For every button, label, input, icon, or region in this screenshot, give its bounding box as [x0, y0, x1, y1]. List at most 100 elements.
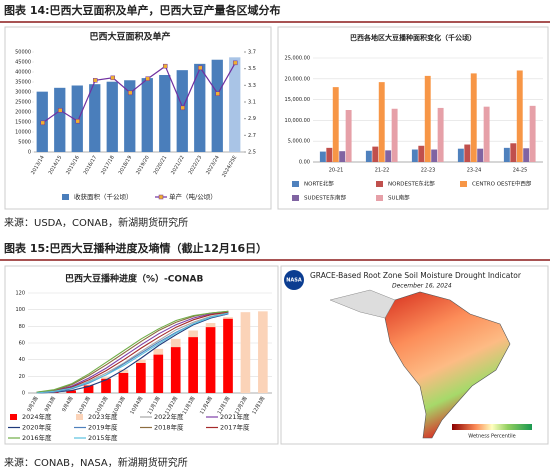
marker: [110, 75, 115, 81]
bar: [457, 148, 464, 162]
legend-label: 2015年度: [88, 433, 118, 442]
legend-label: NORDESTE东北部: [388, 180, 435, 188]
line: [36, 311, 229, 393]
nasa-logo: [284, 270, 304, 290]
bar: [176, 70, 188, 152]
bar: [510, 143, 517, 162]
legend-swatch: [292, 195, 299, 201]
bar: [170, 347, 181, 393]
map-title: GRACE-Based Root Zone Soil Moisture Drou…: [310, 271, 522, 280]
bar: [345, 110, 352, 162]
legend-swatch: [376, 181, 383, 187]
legend-label: 收获面积（千公顷）: [74, 192, 133, 201]
y-tick-label: 15,000.00: [285, 97, 310, 103]
x-tick-label: 24-25: [513, 168, 528, 174]
bar: [188, 337, 198, 393]
marker: [128, 90, 133, 96]
line: [36, 312, 229, 394]
y2-tick-label: 2.5: [248, 150, 256, 156]
figure-caption: 图表 15:巴西大豆播种进度及墒情（截止12月16日）: [4, 241, 267, 255]
bar: [141, 78, 153, 152]
bar: [523, 148, 530, 162]
marker: [58, 108, 63, 113]
bar: [411, 149, 418, 162]
y2-tick-label: 3.7: [248, 50, 256, 56]
bar: [372, 146, 379, 162]
bar: [391, 108, 398, 162]
legend-label: 2019年度: [88, 423, 118, 432]
marker: [198, 65, 203, 71]
chart-title: 巴西各地区大豆播种面积变化（千公顷）: [350, 33, 476, 42]
marker: [145, 76, 150, 81]
marker: [163, 63, 168, 69]
legend-marker: [158, 194, 164, 200]
bar: [470, 73, 477, 162]
y-tick-label: 25,000.00: [285, 56, 310, 62]
legend-label: Wetness Percentile: [468, 434, 515, 440]
y-tick-label: 20: [19, 374, 25, 380]
bar: [385, 150, 392, 162]
bar: [118, 373, 129, 393]
y-tick-label: 35000: [15, 80, 31, 86]
legend-swatch: [76, 414, 83, 420]
source: 来源：CONAB，NASA，新湖期货研究所: [4, 456, 188, 469]
bar: [503, 147, 510, 162]
bar: [229, 57, 241, 152]
bar: [378, 82, 385, 162]
x-tick-label: 22-23: [421, 168, 436, 174]
bar: [418, 145, 425, 162]
y-tick-label: 60: [19, 341, 25, 347]
legend-swatch: [460, 181, 467, 187]
marker: [75, 118, 80, 124]
y-tick-label: 0.00: [299, 160, 310, 166]
bar: [194, 63, 206, 152]
line: [36, 310, 229, 393]
x-tick-label: 23-24: [467, 168, 482, 174]
y-tick-label: 120: [15, 291, 25, 297]
marker: [233, 60, 238, 66]
line: [42, 62, 236, 124]
bar: [326, 147, 333, 162]
chart-title: 巴西大豆播种进度（%）-CONAB: [65, 273, 204, 285]
chart-frame: [277, 26, 549, 210]
bar: [223, 318, 233, 393]
legend-swatch: [10, 414, 17, 420]
bar: [124, 80, 136, 152]
bar: [424, 75, 431, 162]
y-tick-label: 10,000.00: [285, 118, 310, 124]
y-tick-label: 20,000.00: [285, 76, 310, 82]
bar: [54, 87, 66, 152]
y2-tick-label: 3.1: [248, 100, 256, 106]
legend-label: SUL南部: [388, 194, 410, 202]
bar: [66, 390, 76, 393]
y-tick-label: 40: [19, 357, 25, 363]
legend-label: CENTRO OESTE中西部: [472, 180, 532, 188]
legend-label: 2024年度: [22, 412, 52, 421]
bar: [332, 87, 339, 162]
bar: [431, 149, 438, 162]
legend-label: 单产（吨/公顷）: [169, 192, 217, 201]
bar: [71, 85, 83, 152]
logo-text: NASA: [286, 278, 302, 284]
south-america-map: [384, 291, 511, 439]
y-tick-label: 0: [22, 391, 25, 397]
line: [36, 313, 229, 394]
bar: [258, 311, 268, 393]
y2-tick-label: 2.7: [248, 133, 256, 139]
legend-label: 2017年度: [220, 423, 250, 432]
y2-tick-label: 2.9: [248, 116, 256, 122]
legend-swatch: [62, 194, 69, 200]
central-america: [329, 289, 396, 319]
bar: [365, 150, 372, 162]
legend-label: 2022年度: [154, 412, 184, 421]
legend-label: 2018年度: [154, 423, 184, 432]
bar: [153, 354, 164, 393]
y-tick-label: 100: [15, 307, 25, 313]
legend-swatch: [292, 181, 299, 187]
bar: [529, 105, 536, 162]
bar: [83, 385, 94, 393]
y-tick-label: 80: [19, 324, 25, 330]
y-tick-label: 40000: [15, 70, 31, 76]
legend-label: 2020年度: [22, 423, 52, 432]
